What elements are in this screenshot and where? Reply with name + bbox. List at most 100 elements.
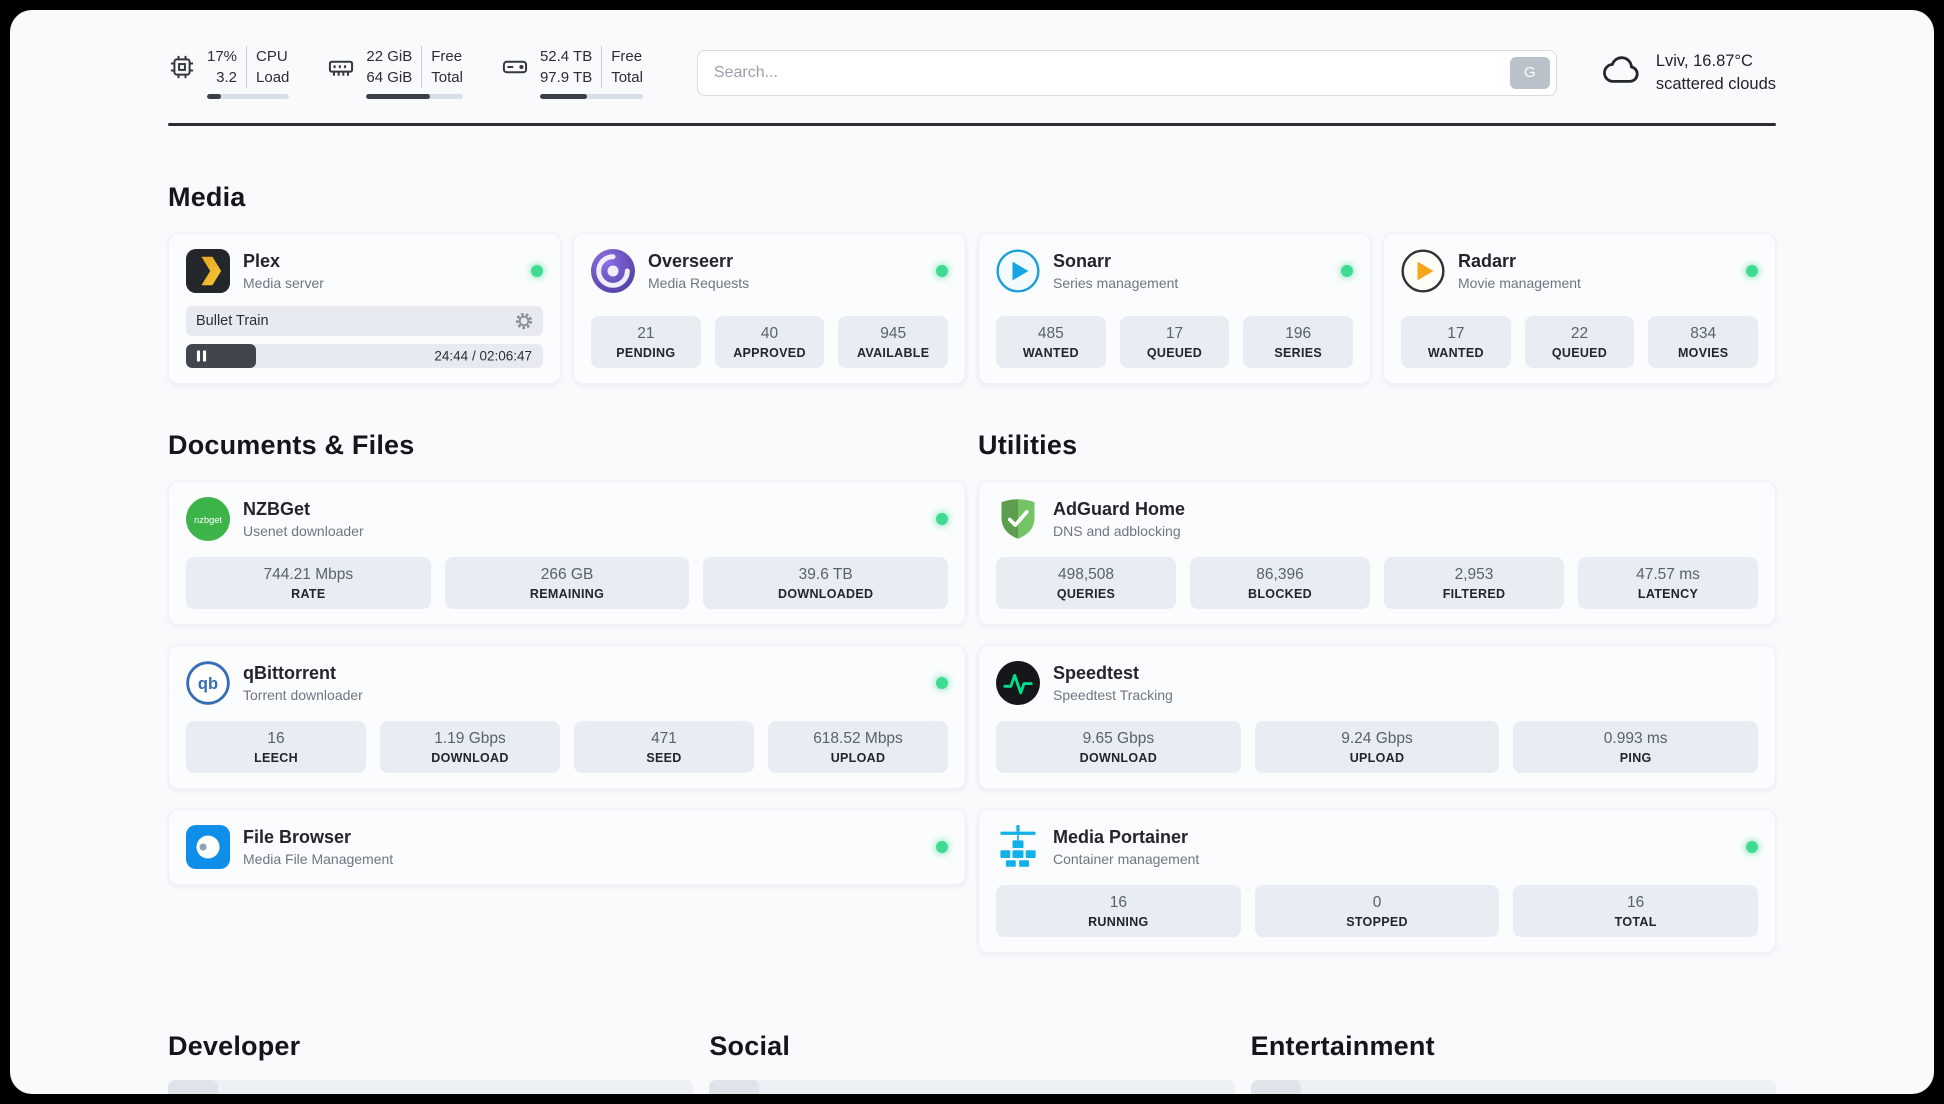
stat-value: 618.52 Mbps (813, 730, 903, 747)
cpu-metric: 17% 3.2 CPU Load (168, 46, 290, 99)
stat-label: STOPPED (1346, 915, 1408, 929)
top-bar: 17% 3.2 CPU Load (168, 46, 1776, 99)
stat-leech: 16 LEECH (186, 721, 366, 773)
qbittorrent-icon: qb (186, 661, 230, 705)
stat-wanted: 485 WANTED (996, 316, 1106, 368)
disk-total-value: 97.9 TB (539, 69, 593, 86)
app-subtitle: Container management (1053, 851, 1200, 867)
speedtest-icon (996, 661, 1040, 705)
stat-label: QUEUED (1551, 346, 1608, 360)
stat-running: 16 RUNNING (996, 885, 1241, 937)
entertainment-section-title: Entertainment (1250, 1031, 1435, 1061)
stat-label: SEED (646, 751, 682, 765)
pause-icon[interactable] (196, 350, 207, 363)
search-input[interactable] (713, 63, 1510, 82)
cpu-chip-icon (168, 53, 196, 86)
stat-latency: 47.57 ms LATENCY (1578, 557, 1758, 609)
stat-value: 16 (1109, 894, 1127, 911)
status-dot (1341, 265, 1353, 277)
stat-label: BLOCKED (1248, 587, 1312, 601)
radarr-icon (1401, 249, 1445, 293)
speedtest-card[interactable]: Speedtest Speedtest Tracking 9.65 Gbps D… (978, 645, 1776, 789)
nzbget-icon: nzbget (186, 497, 230, 541)
stat-value: 471 (651, 730, 677, 747)
media-section-title: Media (168, 182, 246, 212)
stat-queued: 22 QUEUED (1524, 316, 1635, 368)
stat-value: 0.993 ms (1603, 730, 1668, 747)
stat-value: 834 (1690, 325, 1717, 342)
stat-value: 22 (1570, 325, 1589, 342)
portainer-card[interactable]: Media Portainer Container management 16 … (978, 809, 1776, 953)
filebrowser-card[interactable]: File Browser Media File Management (168, 809, 966, 885)
portainer-icon (996, 825, 1040, 869)
link-github[interactable]: GH Github github.com (168, 1080, 694, 1094)
stat-label: RUNNING (1088, 915, 1149, 929)
stat-value: 2,953 (1454, 566, 1494, 583)
sonarr-card[interactable]: Sonarr Series management 485 WANTED 17 Q… (978, 233, 1371, 384)
stat-label: AVAILABLE (856, 346, 930, 360)
app-name: qBittorrent (243, 663, 336, 683)
stat-label: DOWNLOAD (1079, 751, 1158, 765)
adguard-icon (996, 497, 1040, 541)
app-name: Radarr (1458, 251, 1517, 271)
stat-value: 9.65 Gbps (1082, 730, 1155, 747)
entertainment-section: Entertainment YT YouTube youtube.com NF … (1250, 1031, 1776, 1094)
documents-section-title: Documents & Files (168, 430, 415, 460)
stat-label: MOVIES (1677, 346, 1729, 360)
cpu-load-label: Load (256, 69, 290, 86)
status-dot (936, 841, 948, 853)
disk-free-label: Free (611, 48, 643, 65)
cloud-icon (1601, 49, 1643, 96)
utilities-section-title: Utilities (978, 430, 1078, 460)
stat-label: QUEUED (1146, 346, 1203, 360)
social-section: Social LI LinkedIn linkedin.com TW Twitt… (709, 1031, 1235, 1094)
status-dot (936, 677, 948, 689)
weather-condition: scattered clouds (1655, 74, 1776, 93)
developer-section-title: Developer (168, 1031, 301, 1061)
sonarr-icon (996, 249, 1040, 293)
stat-queries: 498,508 QUERIES (996, 557, 1176, 609)
app-name: Speedtest (1053, 663, 1140, 683)
qbittorrent-card[interactable]: qb qBittorrent Torrent downloader 16 (168, 645, 966, 789)
stat-value: 17 (1447, 325, 1465, 342)
stat-value: 47.57 ms (1636, 566, 1700, 583)
disk-progress-bar (539, 94, 643, 99)
stat-rate: 744.21 Mbps RATE (186, 557, 431, 609)
stat-value: 39.6 TB (798, 566, 853, 583)
app-name: Overseerr (648, 251, 734, 271)
stat-value: 16 (267, 730, 285, 747)
weather-widget: Lviv, 16.87°C scattered clouds (1601, 49, 1776, 96)
stat-value: 485 (1037, 325, 1064, 342)
stat-label: DOWNLOAD (431, 751, 509, 765)
app-subtitle: Movie management (1458, 275, 1581, 291)
link-youtube[interactable]: YT YouTube youtube.com (1250, 1080, 1776, 1094)
ram-metric: 22 GiB 64 GiB Free Total (327, 46, 463, 99)
stat-label: PING (1619, 751, 1652, 765)
now-playing-title: Bullet Train (196, 313, 269, 329)
ram-progress-bar (366, 94, 463, 99)
stat-filtered: 2,953 FILTERED (1384, 557, 1564, 609)
nzbget-card[interactable]: nzbget NZBGet Usenet downloader 744.21 M… (168, 481, 966, 625)
stat-label: APPROVED (733, 346, 806, 360)
developer-section: Developer GH Github github.com SO StackO… (168, 1031, 694, 1094)
search-engine-button[interactable]: G (1509, 56, 1550, 89)
dashboard-panel: 17% 3.2 CPU Load (10, 10, 1934, 1094)
playback-progress-bar[interactable]: 24:44 / 02:06:47 (186, 344, 543, 368)
overseerr-card[interactable]: Overseerr Media Requests 21 PENDING 40 A… (573, 233, 966, 384)
gear-icon[interactable] (515, 312, 533, 330)
stat-ping: 0.993 ms PING (1513, 721, 1759, 773)
stat-upload: 9.24 Gbps UPLOAD (1254, 721, 1500, 773)
link-badge: YT (1250, 1080, 1301, 1094)
stat-value: 0 (1372, 894, 1382, 911)
stat-label: DOWNLOADED (778, 587, 874, 601)
stat-value: 196 (1285, 325, 1312, 342)
stat-label: UPLOAD (1349, 751, 1405, 765)
stat-value: 945 (880, 325, 907, 342)
plex-card[interactable]: Plex Media server Bullet Train (168, 233, 561, 384)
svg-text:qb: qb (198, 675, 218, 693)
link-linkedin[interactable]: LI LinkedIn linkedin.com (709, 1080, 1235, 1094)
status-dot (1746, 841, 1758, 853)
adguard-card[interactable]: AdGuard Home DNS and adblocking 498,508 … (978, 481, 1776, 625)
radarr-card[interactable]: Radarr Movie management 17 WANTED 22 QUE… (1383, 233, 1776, 384)
app-subtitle: Speedtest Tracking (1053, 687, 1173, 703)
